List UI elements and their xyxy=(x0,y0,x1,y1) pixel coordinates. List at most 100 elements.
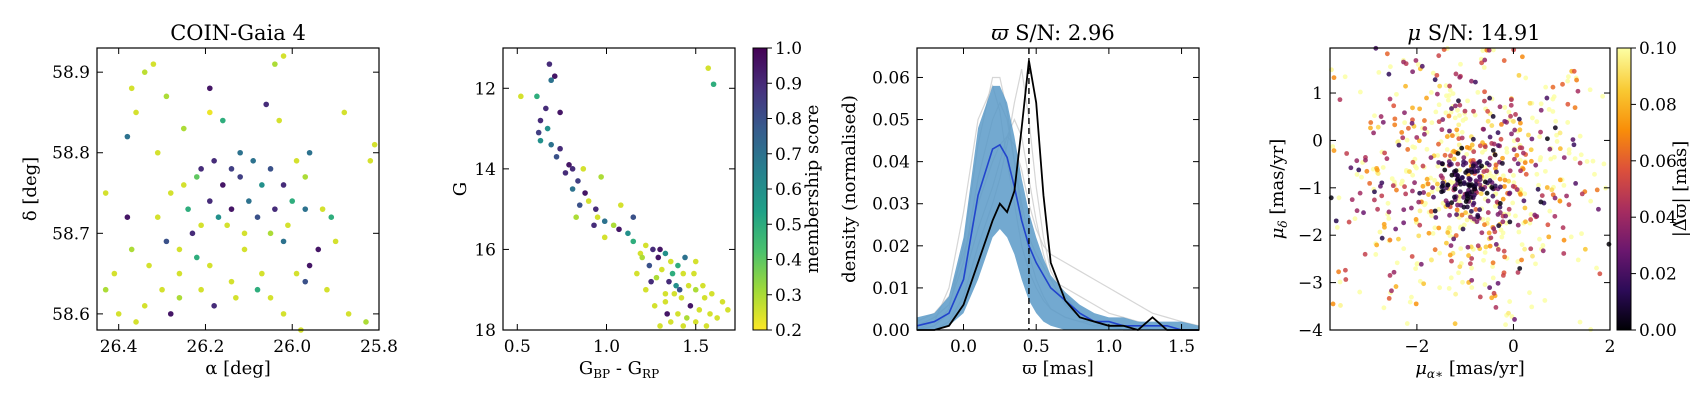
proper-motion-point xyxy=(1491,290,1497,296)
proper-motion-point xyxy=(1487,243,1493,249)
proper-motion-point xyxy=(1455,173,1461,179)
c1-xtick-label: 1.5 xyxy=(682,337,709,357)
proper-motion-point xyxy=(1406,125,1411,131)
proper-motion-point xyxy=(1530,115,1535,121)
proper-motion-point xyxy=(1331,75,1337,81)
proper-motion-point xyxy=(1453,168,1459,174)
proper-motion-point xyxy=(1587,87,1593,93)
sky-point xyxy=(193,254,200,261)
proper-motion-point xyxy=(1440,161,1445,167)
sky-point xyxy=(328,214,335,220)
proper-motion-point xyxy=(1459,129,1465,135)
proper-motion-point xyxy=(1448,179,1453,185)
proper-motion-point xyxy=(1477,207,1483,213)
cmd-point xyxy=(518,93,524,100)
c1-ytick-label: 18 xyxy=(474,321,496,341)
proper-motion-point xyxy=(1467,176,1473,182)
proper-motion-point xyxy=(1368,125,1373,131)
proper-motion-point xyxy=(1490,260,1496,266)
cmd-point xyxy=(534,93,540,100)
proper-motion-point xyxy=(1381,305,1387,311)
proper-motion-point xyxy=(1459,145,1465,151)
cmd-point xyxy=(725,307,731,313)
c2-xtick-label: 1.0 xyxy=(1095,337,1122,357)
sky-point xyxy=(280,238,287,245)
proper-motion-point xyxy=(1446,113,1452,119)
sky-point xyxy=(150,61,157,67)
proper-motion-point xyxy=(1495,143,1501,148)
proper-motion-point xyxy=(1447,212,1452,218)
cmd-point xyxy=(562,170,569,176)
proper-motion-point xyxy=(1391,103,1397,109)
proper-motion-point xyxy=(1453,71,1459,77)
c2-xtick-label: 0.0 xyxy=(950,337,977,357)
proper-motion-point xyxy=(1449,172,1455,178)
proper-motion-point xyxy=(1420,163,1426,169)
parallax-offset-colorbar-label: |Δϖ| [mas] xyxy=(1670,141,1691,238)
proper-motion-point xyxy=(1500,155,1505,161)
sky-point xyxy=(293,270,300,277)
sky-point xyxy=(228,278,235,285)
proper-motion-point xyxy=(1440,183,1446,189)
proper-motion-point xyxy=(1548,156,1554,162)
sky-point xyxy=(141,69,148,75)
c0-xtick-label: 26.4 xyxy=(100,337,138,357)
proper-motion-point xyxy=(1545,136,1550,142)
proper-motion-point xyxy=(1372,197,1377,203)
proper-motion-point xyxy=(1469,285,1475,290)
parallax-density-panel: ϖ S/N: 2.96 0.0 0.5 1.0 1.5 0.00 0.01 0.02 0.03… xyxy=(839,21,1200,379)
proper-motion-point xyxy=(1417,190,1423,196)
proper-motion-point xyxy=(1436,119,1442,125)
proper-motion-point xyxy=(1409,120,1415,126)
proper-motion-point xyxy=(1528,212,1534,217)
c1-ytick-label: 14 xyxy=(474,160,496,180)
proper-motion-point xyxy=(1547,146,1553,152)
proper-motion-point xyxy=(1465,98,1470,104)
membership-colorbar-tick-label: 0.3 xyxy=(775,286,802,306)
proper-motion-point xyxy=(1459,135,1465,141)
sky-point xyxy=(207,85,213,92)
proper-motion-point xyxy=(1571,142,1577,148)
proper-motion-point xyxy=(1565,101,1571,107)
proper-motion-point xyxy=(1518,192,1523,197)
cmd-point xyxy=(662,250,669,257)
proper-motion-point xyxy=(1479,163,1485,169)
membership-colorbar-ticks: 0.2 0.3 0.4 0.5 0.6 0.7 0.8 0.9 1.0 xyxy=(767,39,802,341)
proper-motion-point xyxy=(1439,189,1444,195)
c0-ytick-label: 58.6 xyxy=(52,305,90,325)
proper-motion-point xyxy=(1428,209,1434,214)
proper-motion-point xyxy=(1495,130,1501,136)
cmd-point xyxy=(576,202,583,208)
proper-motion-point xyxy=(1513,213,1518,219)
proper-motion-point xyxy=(1444,147,1450,152)
cmd-point xyxy=(544,125,551,132)
proper-motion-point xyxy=(1527,290,1532,296)
proper-motion-point xyxy=(1413,58,1419,63)
proper-motion-point xyxy=(1481,126,1486,132)
proper-motion-point xyxy=(1477,143,1483,149)
sky-point xyxy=(207,198,213,204)
sky-point xyxy=(163,238,170,245)
cmd-point xyxy=(650,246,656,253)
proper-motion-point xyxy=(1417,222,1423,228)
sky-point xyxy=(115,311,122,317)
proper-motion-point xyxy=(1463,170,1469,175)
proper-motion-point xyxy=(1521,150,1526,156)
proper-motion-point xyxy=(1352,216,1358,222)
proper-motion-point xyxy=(1452,321,1458,327)
proper-motion-point xyxy=(1490,275,1496,281)
proper-motion-point xyxy=(1450,91,1456,96)
proper-motion-point xyxy=(1504,146,1510,151)
proper-motion-point xyxy=(1342,74,1348,80)
proper-motion-point xyxy=(1426,192,1431,197)
sky-point xyxy=(111,270,118,277)
proper-motion-point xyxy=(1499,234,1505,240)
sky-point xyxy=(267,230,274,237)
sky-point xyxy=(128,85,135,92)
proper-motion-point xyxy=(1522,191,1528,197)
proper-motion-point xyxy=(1538,129,1543,135)
proper-motion-point xyxy=(1457,167,1463,173)
observed-density-line xyxy=(917,60,1199,332)
cmd-point xyxy=(666,278,672,285)
proper-motion-point xyxy=(1486,230,1492,236)
